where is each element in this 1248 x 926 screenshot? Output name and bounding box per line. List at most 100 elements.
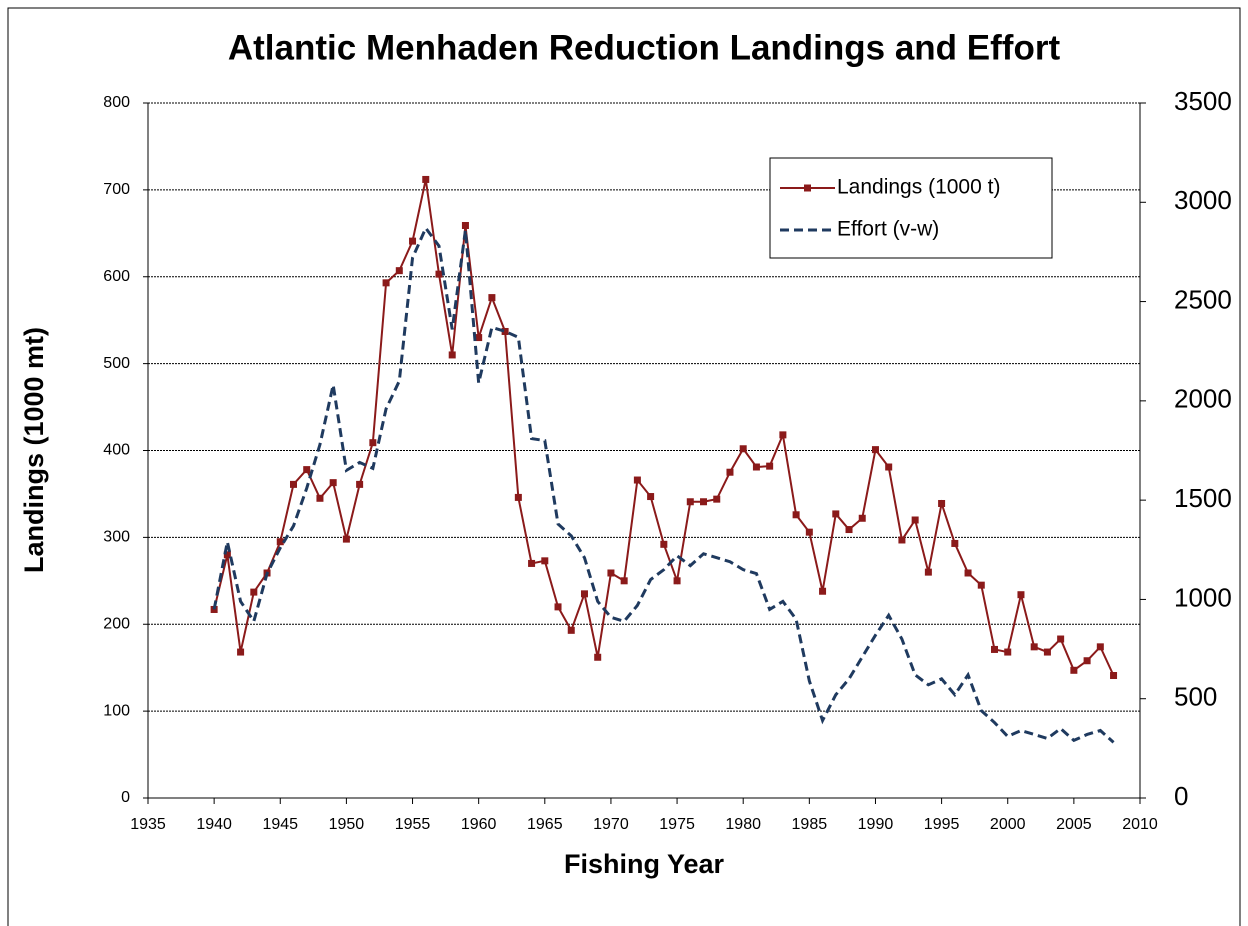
data-point [607,569,615,577]
y-axis-title: Landings (1000 mt) [19,327,49,573]
x-tick-label: 1995 [924,816,960,833]
data-point [435,270,443,278]
data-point [580,590,588,598]
data-point [237,648,245,656]
data-point [501,327,509,335]
x-tick-label: 2005 [1056,816,1092,833]
legend-label: Effort (v-w) [837,218,939,241]
data-point [356,480,364,488]
data-point [395,267,403,275]
data-point [1004,648,1012,656]
x-tick-label: 1970 [593,816,629,833]
data-point [528,559,536,567]
y2-tick-label: 0 [1174,781,1188,811]
data-point [858,514,866,522]
data-point [303,466,311,474]
x-tick-label: 1965 [527,816,563,833]
y-tick-label: 600 [103,268,130,285]
y2-tick-label: 2000 [1174,384,1232,414]
x-tick-label: 1935 [130,816,166,833]
data-point [461,221,469,229]
y-tick-label: 700 [103,181,130,198]
y2-tick-label: 3000 [1174,185,1232,215]
x-tick-label: 2010 [1122,816,1158,833]
chart-title: Atlantic Menhaden Reduction Landings and… [228,28,1061,67]
x-tick-label: 1940 [196,816,232,833]
data-point [805,528,813,536]
data-point [779,431,787,439]
data-point [316,494,324,502]
y-tick-label: 800 [103,94,130,111]
data-point [342,535,350,543]
y-tick-label: 100 [103,702,130,719]
data-point [871,446,879,454]
x-tick-label: 1980 [725,816,761,833]
data-point [210,605,218,613]
x-tick-label: 1985 [792,816,828,833]
data-point [1030,643,1038,651]
frame [7,7,1241,926]
data-point [250,588,258,596]
data-point [448,351,456,359]
data-point [938,499,946,507]
data-point [700,498,708,506]
data-point [726,468,734,476]
data-point [541,557,549,565]
data-point [898,536,906,544]
data-point [382,279,390,287]
y2-tick-label: 3500 [1174,86,1232,116]
x-tick-label: 1950 [329,816,365,833]
x-tick-label: 1975 [659,816,695,833]
data-point [409,237,417,245]
data-point [951,539,959,547]
data-point [686,498,694,506]
data-point [475,334,483,342]
data-point [620,577,628,585]
x-tick-label: 1955 [395,816,431,833]
data-point [1057,635,1065,643]
data-point [924,568,932,576]
data-point [514,493,522,501]
legend-box [769,157,1053,259]
x-tick-label: 1945 [262,816,298,833]
series-line [212,225,1115,744]
data-point [329,479,337,487]
data-point [660,540,668,548]
y-tick-label: 200 [103,615,130,632]
y2-tick-label: 2500 [1174,284,1232,314]
data-point [1043,648,1051,656]
data-point [885,463,893,471]
y2-tick-label: 1500 [1174,483,1232,513]
data-point [567,626,575,634]
data-point [752,463,760,471]
data-point [276,538,284,546]
data-point [488,294,496,302]
data-point [792,511,800,519]
y2-tick-label: 500 [1174,682,1217,712]
data-point [289,480,297,488]
data-point [422,175,430,183]
y-tick-label: 500 [103,355,130,372]
legend-label: Landings (1000 t) [837,176,1000,199]
data-point [673,577,681,585]
data-point [819,587,827,595]
data-point [766,462,774,470]
y-tick-label: 300 [103,529,130,546]
x-axis-title: Fishing Year [564,849,725,879]
data-point [1096,643,1104,651]
data-point [369,439,377,447]
data-point [964,569,972,577]
x-tick-label: 1990 [858,816,894,833]
data-point [739,445,747,453]
y2-tick-label: 1000 [1174,582,1232,612]
legend-marker [804,184,811,192]
data-point [1070,666,1078,674]
data-point [554,603,562,611]
data-point [977,581,985,589]
x-tick-label: 1960 [461,816,497,833]
x-tick-label: 2000 [990,816,1026,833]
y-tick-label: 0 [121,789,130,806]
data-point [223,551,231,559]
data-point [845,526,853,534]
